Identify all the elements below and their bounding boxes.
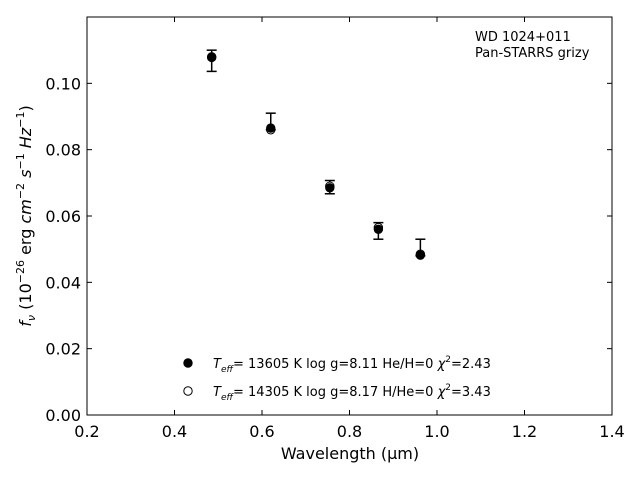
x-tick-label: 0.2	[74, 422, 99, 441]
data-points	[206, 52, 426, 260]
x-tick-label: 0.6	[249, 422, 274, 441]
axis-ticks: 0.2 0.4 0.6 0.8 1.0 1.2 1.4 0.00 0.02 0.04 0.06 0.0…	[45, 17, 625, 441]
model-point-filled	[206, 52, 217, 63]
annotation-line-1: WD 1024+011	[475, 30, 571, 45]
x-tick-label: 1.2	[512, 422, 537, 441]
y-tick-label: 0.10	[45, 74, 81, 93]
x-tick-label: 0.8	[337, 422, 362, 441]
legend-marker	[183, 358, 193, 368]
x-tick-label: 0.4	[162, 422, 187, 441]
model-point-filled	[325, 183, 335, 193]
annotation: WD 1024+011 Pan-STARRS grizy	[475, 30, 590, 61]
x-axis-label: Wavelength (μm)	[281, 444, 419, 463]
plot-area	[86, 16, 613, 416]
legend: Teff= 13605 K log g=8.11 He/H=0 χ2=2.43 T…	[183, 355, 491, 403]
y-tick-label: 0.00	[45, 406, 81, 425]
legend-marker	[183, 386, 193, 396]
y-tick-label: 0.04	[45, 273, 81, 292]
model-point-filled	[266, 123, 276, 133]
y-axis-label: fν (10−26 erg cm−2 s−1 Hz−1)	[14, 105, 38, 326]
y-tick-label: 0.06	[45, 207, 81, 226]
y-tick-label: 0.08	[45, 141, 81, 160]
annotation-line-2: Pan-STARRS grizy	[475, 46, 590, 61]
legend-label: Teff= 14305 K log g=8.17 H/He=0 χ2=3.43	[213, 383, 491, 403]
x-tick-label: 1.4	[599, 422, 624, 441]
y-tick-label: 0.02	[45, 340, 81, 359]
model-point-filled	[415, 250, 426, 260]
legend-label: Teff= 13605 K log g=8.11 He/H=0 χ2=2.43	[213, 355, 491, 375]
x-tick-label: 1.0	[424, 422, 449, 441]
model-point-filled	[373, 224, 384, 234]
